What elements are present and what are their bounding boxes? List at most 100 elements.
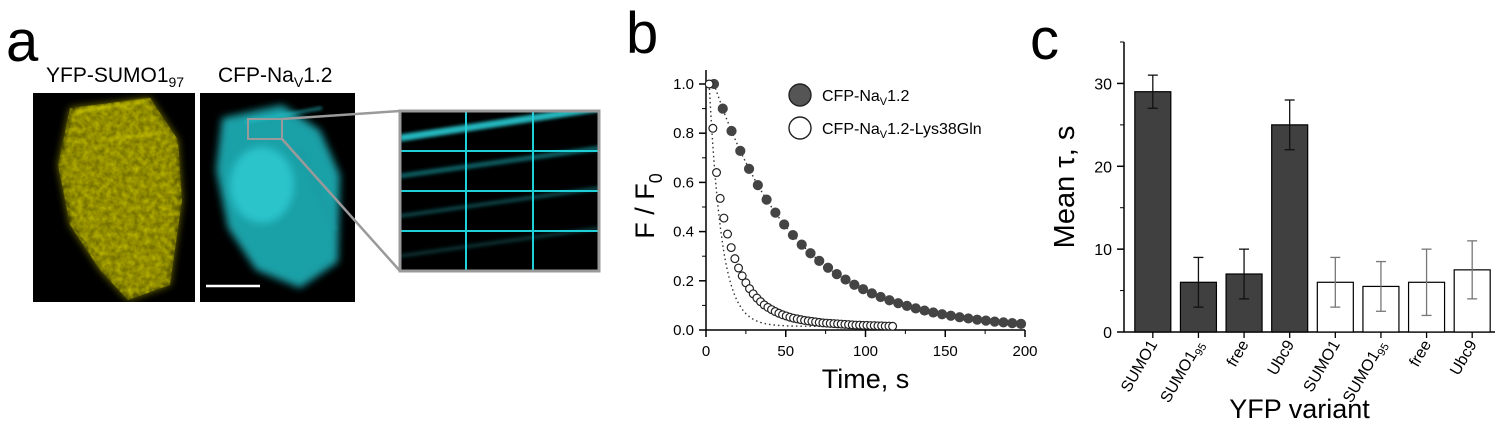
b-legend-label-1: CFP-NaV1.2-Lys38Gln [822,121,982,141]
b-data-point [980,315,992,326]
b-data-point [737,271,747,281]
c-category-label-main: SUMO1 [1158,348,1201,406]
b-legend-label-suffix: 1.2-Lys38Gln [887,121,982,138]
b-data-point [1007,318,1018,329]
b-y-tick-label: 1.0 [673,76,694,93]
c-category-label-sub: 95 [1375,342,1392,359]
b-y-tick-label: 0.8 [673,125,694,142]
b-x-tick-label: 0 [702,343,710,360]
zoom-grid-image [398,109,601,273]
b-fit-curve-1 [708,83,893,327]
b-data-point [723,229,733,239]
b-legend-label-sub: V [880,96,888,108]
c-category-label: free [1407,337,1436,369]
b-data-point [945,310,956,321]
b-data-point [910,303,921,314]
c-category-label-main: free [1407,337,1436,369]
b-x-tick-label: 200 [1012,343,1037,360]
panel-c-letter: c [1030,7,1059,72]
cfp-image-label: CFP-NaV1.2 [218,64,333,91]
c-category-label-main: SUMO1 [1118,337,1161,395]
c-category-label: SUMO195 [1158,338,1210,408]
b-data-point [717,103,728,114]
b-y-axis-label-sub: 0 [646,173,666,183]
b-legend-label-0: CFP-NaV1.2 [822,88,909,108]
c-category-label: SUMO1 [1118,337,1161,395]
zoom-connector-top [281,109,401,121]
b-x-tick-label: 100 [853,343,878,360]
yfp-image-label: YFP-SUMO197 [46,64,185,91]
b-data-point [761,194,772,205]
b-data-point [901,300,913,311]
b-data-point [770,207,781,218]
c-y-tick-label: 10 [1094,242,1112,259]
b-data-point [735,145,746,157]
b-legend-label-sub: V [880,129,888,141]
yfp-micrograph [33,93,195,302]
b-data-point [719,213,729,223]
c-category-label: free [1224,337,1253,369]
b-data-point [998,317,1009,328]
b-data-point [1015,318,1027,329]
c-category-label: Ubc9 [1265,337,1298,378]
b-data-point [919,305,930,316]
b-data-point [712,168,722,178]
c-y-axis-label: Mean τ, s [1049,126,1081,249]
c-y-tick-label: 20 [1094,159,1112,176]
b-data-point [715,193,725,203]
b-x-tick-label: 150 [933,343,958,360]
cfp-micrograph [200,93,355,302]
panel-b-letter: b [626,1,659,66]
b-legend-marker-1 [788,116,812,140]
b-x-tick-label: 50 [777,343,794,360]
b-data-point [708,123,718,133]
c-category-label-sub: 95 [1193,342,1210,359]
b-series-1 [704,79,898,331]
b-x-axis-label: Time, s [822,364,910,394]
b-data-point [849,279,860,290]
b-series-0 [708,78,1027,329]
b-data-point [972,314,983,325]
b-data-point [726,125,737,137]
b-data-point [936,309,948,320]
b-y-tick-label: 0.0 [673,322,694,339]
c-category-label: Ubc9 [1447,337,1480,378]
b-data-point [779,219,790,230]
b-data-point [954,312,965,323]
b-data-point [752,180,763,191]
b-data-point [726,243,736,253]
b-data-point [734,263,744,273]
b-data-point [888,321,898,331]
b-y-tick-label: 0.4 [673,224,694,241]
c-category-label: SUMO1 [1301,337,1344,395]
b-data-point [730,254,740,264]
decay-chart: 0 50 100 150 200 0.0 0.2 0.4 0.6 0.8 1.0 Time, s F /… [630,70,1038,394]
b-data-point [963,313,974,324]
b-data-point [805,248,816,259]
panel-a-letter: a [6,9,39,74]
b-data-point [928,307,939,318]
micrograph-figure [33,93,601,302]
b-y-axis-label: F / F0 [630,173,666,239]
zoom-connector-bottom [281,138,401,272]
b-legend-label-suffix: 1.2 [887,88,909,105]
b-data-point [822,262,834,273]
b-data-point [875,291,886,303]
c-category-label-main: Ubc9 [1447,337,1480,378]
b-legend-marker-0 [788,83,812,107]
c-y-tick-label: 30 [1094,76,1112,93]
b-data-point [787,229,799,241]
c-bar [1134,91,1172,333]
b-y-axis-label-main: F / F [630,183,660,239]
c-category-label-main: free [1224,337,1253,369]
b-data-point [893,298,904,309]
b-y-tick-label: 0.2 [673,273,694,290]
b-data-point [704,79,714,89]
c-x-axis-label: YFP variant [1229,394,1370,424]
b-data-point [796,239,807,250]
b-data-point [743,163,755,174]
c-category-label-main: Ubc9 [1265,337,1298,378]
zoom-region-box [247,118,283,140]
b-data-point [884,295,895,306]
